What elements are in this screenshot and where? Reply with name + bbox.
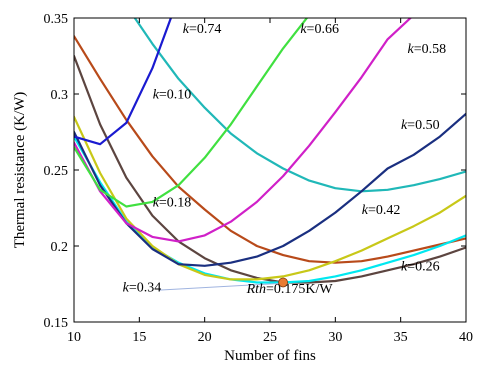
curve-label: k=0.34	[123, 281, 162, 296]
x-tick-label: 15	[132, 330, 146, 345]
x-tick-label: 40	[459, 330, 473, 345]
series-line-k-074	[74, 18, 173, 146]
x-tick-label: 35	[394, 330, 408, 345]
curve-label: Rth=0.175K/W	[246, 282, 334, 297]
series-line-k-050	[74, 112, 466, 267]
x-tick-label: 25	[263, 330, 277, 345]
x-tick-label: 30	[328, 330, 342, 345]
curve-label: k=0.66	[300, 22, 339, 37]
series-line-k-066	[74, 18, 309, 208]
y-axis-label: Thermal resistance (K/W)	[12, 92, 28, 249]
curve-label: k=0.26	[401, 259, 440, 274]
y-tick-label: 0.25	[44, 164, 69, 179]
curve-labels: k=0.74 k=0.66 k=0.58 k=0.10 k=0.50 k=0.18 k=0.…	[123, 22, 446, 297]
y-tick-label: 0.15	[44, 316, 69, 331]
x-tick-label: 10	[67, 330, 81, 345]
curve-label: k=0.50	[401, 118, 440, 133]
series-lines	[74, 18, 466, 284]
y-tick-label: 0.2	[51, 240, 69, 255]
curve-label: k=0.74	[183, 22, 222, 37]
optimum-point-marker	[278, 277, 288, 288]
label-leader-line	[158, 282, 280, 291]
series-line-k-042	[74, 115, 466, 281]
y-tick-label: 0.35	[44, 12, 69, 27]
y-tick-label: 0.3	[51, 88, 69, 103]
curve-label: k=0.58	[407, 42, 446, 57]
series-line-k-026	[74, 54, 466, 284]
series-line-k-010	[133, 18, 466, 193]
optimum-marker-group	[158, 277, 288, 291]
curve-label: k=0.18	[153, 195, 192, 210]
series-line-k-058	[74, 18, 413, 243]
plot-frame	[73, 17, 467, 323]
axis-ticks: 10 15 20 25 30 35 40 0.15 0.2 0.25 0.3 0.35	[44, 12, 474, 345]
x-tick-label: 20	[198, 330, 212, 345]
curve-label: k=0.10	[153, 88, 192, 103]
curve-label: k=0.42	[362, 203, 401, 218]
x-axis-label: Number of fins	[224, 348, 316, 364]
